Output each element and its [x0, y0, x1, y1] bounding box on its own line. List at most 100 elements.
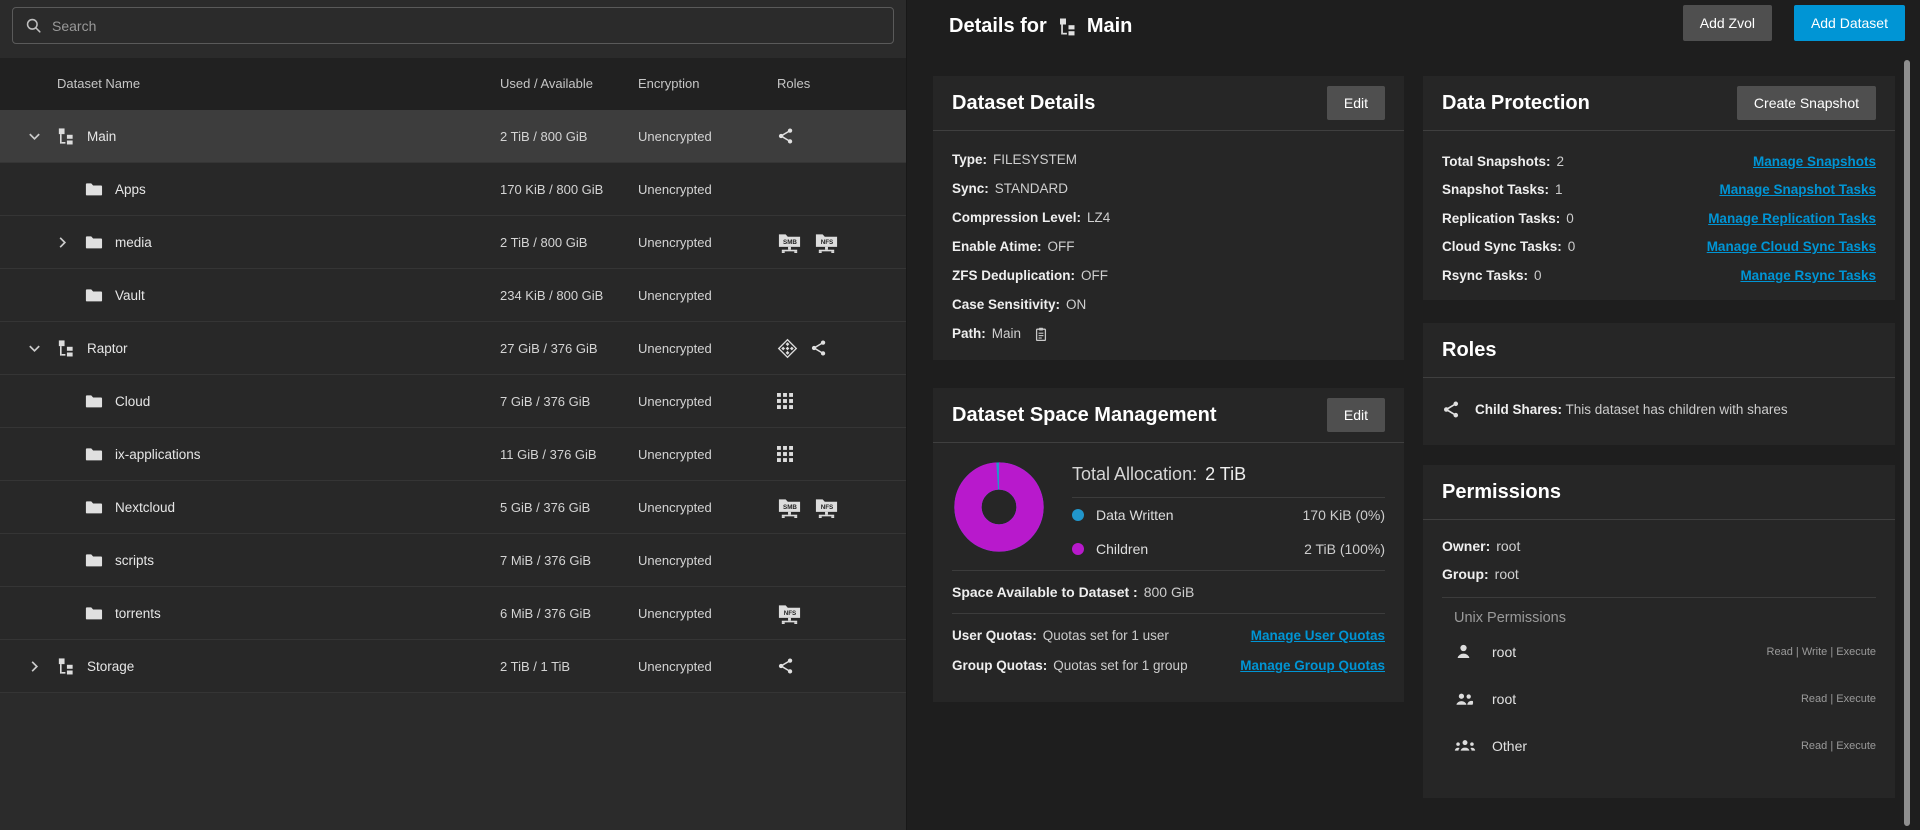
used-available: 2 TiB / 800 GiB: [500, 129, 588, 144]
unix-permissions-label: Unix Permissions: [1454, 610, 1566, 626]
chevron-down-icon[interactable]: [24, 129, 44, 144]
table-row-torrents[interactable]: torrents 6 MiB / 376 GiB Unencrypted NFS: [0, 587, 906, 640]
used-available: 5 GiB / 376 GiB: [500, 500, 591, 515]
folder-icon: [84, 233, 103, 252]
create-snapshot-button[interactable]: Create Snapshot: [1736, 86, 1876, 120]
dataset-name: scripts: [115, 552, 155, 568]
table-row-raptor[interactable]: Raptor 27 GiB / 376 GiB Unencrypted: [0, 322, 906, 375]
encryption-status: Unencrypted: [638, 447, 712, 462]
datasets-panel: Dataset Name Used / Available Encryption…: [0, 0, 907, 830]
table-row-storage[interactable]: Storage 2 TiB / 1 TiB Unencrypted: [0, 640, 906, 693]
folder-icon: [84, 180, 103, 199]
table-row-vault[interactable]: Vault 234 KiB / 800 GiB Unencrypted: [0, 269, 906, 322]
search-box[interactable]: [12, 7, 894, 44]
card-title: Data Protection: [1442, 91, 1590, 114]
manage-rsync-tasks-link[interactable]: Manage Rsync Tasks: [1740, 267, 1876, 283]
chevron-down-icon[interactable]: [24, 341, 44, 356]
edit-space-button[interactable]: Edit: [1326, 398, 1385, 432]
encryption-status: Unencrypted: [638, 553, 712, 568]
add-zvol-button[interactable]: Add Zvol: [1682, 5, 1772, 41]
group-icon: [1454, 690, 1480, 708]
dataset-name: Nextcloud: [115, 499, 176, 515]
manage-snapshots-link[interactable]: Manage Snapshots: [1752, 153, 1876, 169]
people-icon: [1454, 737, 1480, 755]
user-quotas-row: User Quotas: Quotas set for 1 user Manage…: [952, 627, 1385, 643]
perm-entry-other: Other Read | Execute: [1442, 722, 1876, 769]
children-dot: [1072, 543, 1084, 555]
edit-dataset-details-button[interactable]: Edit: [1326, 86, 1385, 120]
field-value: OFF: [1047, 239, 1075, 254]
manage-user-quotas-link[interactable]: Manage User Quotas: [1250, 627, 1385, 643]
details-area: Details for Main Add Zvol Add Dataset Da…: [908, 0, 1920, 830]
apps-grid-icon: [777, 393, 793, 409]
space-available: Space Available to Dataset :800 GiB: [952, 584, 1195, 600]
snapshot-tasks-row: Snapshot Tasks: 1 Manage Snapshot Tasks: [1442, 182, 1876, 198]
user-icon: [1454, 642, 1480, 661]
manage-snapshot-tasks-link[interactable]: Manage Snapshot Tasks: [1719, 182, 1876, 198]
roles-card: Roles Child Shares: This dataset has chi…: [1423, 323, 1895, 445]
perm-entry-user: root Read | Write | Execute: [1442, 628, 1876, 675]
nfs-share-icon: NFS: [777, 601, 802, 626]
dataset-name: ix-applications: [115, 446, 201, 462]
dataset-name: media: [115, 234, 152, 250]
replication-tasks-row: Replication Tasks: 0 Manage Replication Ta…: [1442, 210, 1876, 226]
chevron-right-icon[interactable]: [24, 659, 44, 674]
search-input[interactable]: [52, 17, 881, 34]
card-title: Dataset Details: [952, 91, 1096, 114]
dataset-tree-icon: [1057, 17, 1077, 37]
field-label: Type:: [952, 152, 988, 167]
data-written-dot: [1072, 509, 1084, 521]
dataset-name: Main: [87, 128, 117, 144]
snapshots-row: Total Snapshots: 2 Manage Snapshots: [1442, 153, 1876, 169]
folder-icon: [84, 551, 103, 570]
encryption-status: Unencrypted: [638, 394, 712, 409]
dataset-name: Vault: [115, 287, 145, 303]
folder-icon: [84, 286, 103, 305]
used-available: 7 MiB / 376 GiB: [500, 553, 592, 568]
table-row-scripts[interactable]: scripts 7 MiB / 376 GiB Unencrypted: [0, 534, 906, 587]
used-available: 234 KiB / 800 GiB: [500, 288, 604, 303]
dataset-tree-icon: [56, 339, 75, 358]
rsync-tasks-row: Rsync Tasks: 0 Manage Rsync Tasks: [1442, 267, 1876, 283]
field-label: ZFS Deduplication:: [952, 268, 1075, 283]
field-value: OFF: [1081, 268, 1108, 283]
vertical-scrollbar[interactable]: [1904, 60, 1910, 826]
column-header-encryption: Encryption: [638, 76, 700, 91]
table-header: Dataset Name Used / Available Encryption…: [0, 58, 906, 110]
field-label: Compression Level:: [952, 210, 1082, 225]
field-label: Enable Atime:: [952, 239, 1042, 254]
details-for-label: Details for: [949, 15, 1047, 37]
table-row-nextcloud[interactable]: Nextcloud 5 GiB / 376 GiB Unencrypted SM…: [0, 481, 906, 534]
encryption-status: Unencrypted: [638, 182, 712, 197]
nfs-share-icon: NFS: [814, 230, 839, 255]
space-donut-chart: [952, 460, 1046, 554]
search-icon: [25, 17, 42, 34]
svg-text:NFS: NFS: [821, 239, 834, 246]
used-available: 2 TiB / 800 GiB: [500, 235, 588, 250]
field-value: Main: [991, 326, 1022, 341]
card-title: Roles: [1442, 338, 1497, 361]
table-row-apps[interactable]: Apps 170 KiB / 800 GiB Unencrypted: [0, 163, 906, 216]
manage-cloud-sync-tasks-link[interactable]: Manage Cloud Sync Tasks: [1706, 239, 1876, 255]
dataset-name: Apps: [115, 181, 146, 197]
total-allocation: Total Allocation: 2 TiB: [1072, 464, 1247, 484]
copy-path-icon[interactable]: [1033, 326, 1049, 342]
owner-line: Owner: root: [1442, 538, 1521, 554]
table-row-main[interactable]: Main 2 TiB / 800 GiB Unencrypted: [0, 110, 906, 163]
share-role-icon: [810, 339, 828, 357]
manage-replication-tasks-link[interactable]: Manage Replication Tasks: [1708, 210, 1876, 226]
data-protection-card: Data Protection Create Snapshot Total Sn…: [1423, 76, 1895, 300]
perm-entry-group: root Read | Execute: [1442, 675, 1876, 722]
svg-text:NFS: NFS: [784, 610, 797, 617]
selected-dataset-name: Main: [1086, 15, 1133, 37]
table-row-ix-applications[interactable]: ix-applications 11 GiB / 376 GiB Unencry…: [0, 428, 906, 481]
manage-group-quotas-link[interactable]: Manage Group Quotas: [1240, 657, 1385, 673]
card-title: Dataset Space Management: [952, 403, 1217, 426]
table-row-cloud[interactable]: Cloud 7 GiB / 376 GiB Unencrypted: [0, 375, 906, 428]
chevron-right-icon[interactable]: [52, 235, 72, 250]
used-available: 6 MiB / 376 GiB: [500, 606, 592, 621]
table-row-media[interactable]: media 2 TiB / 800 GiB Unencrypted SMB NF…: [0, 216, 906, 269]
add-dataset-button[interactable]: Add Dataset: [1793, 5, 1905, 41]
encryption-status: Unencrypted: [638, 235, 712, 250]
permissions-card: Permissions Owner: root Group: root Unix P…: [1423, 465, 1895, 798]
